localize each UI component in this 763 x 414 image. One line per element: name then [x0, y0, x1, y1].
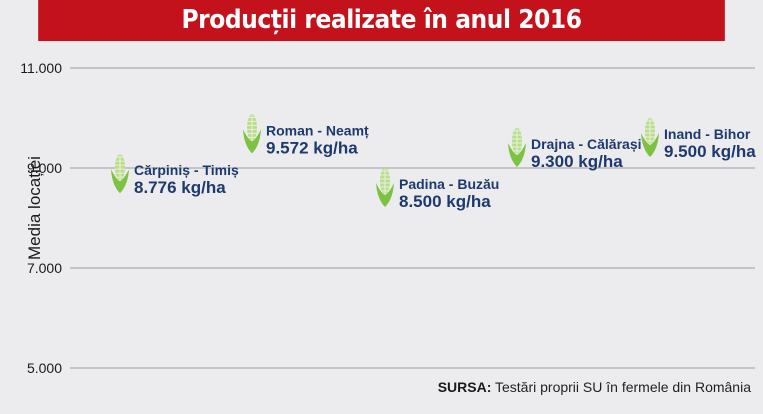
point-value-label: 9.500 kg/ha [664, 142, 756, 161]
point-location: Cărpiniș - Timiș [134, 162, 239, 178]
point-value-label: 9.300 kg/ha [531, 152, 623, 171]
corn-icon [243, 114, 261, 154]
corn-icon [508, 128, 526, 167]
source-note: SURSA: Testări proprii SU în fermele din… [438, 379, 751, 395]
corn-icon [641, 118, 659, 157]
y-tick-label: 9.000 [27, 160, 62, 176]
source-prefix: SURSA: [437, 379, 492, 395]
point-location: Drajna - Călărași [531, 136, 642, 152]
point-location: Inand - Bihor [664, 126, 751, 142]
point-value-label: 8.776 kg/ha [134, 178, 226, 197]
y-tick-label: 7.000 [27, 260, 62, 276]
corn-icon [376, 168, 394, 207]
y-tick-label: 11.000 [20, 60, 62, 76]
source-text: Testări proprii SU în fermele din Români… [495, 379, 751, 395]
point-location: Padina - Buzău [399, 176, 499, 192]
y-tick-label: 5.000 [27, 360, 62, 376]
chart-title: Producții realizate în anul 2016 [38, 0, 725, 41]
point-value-label: 9.572 kg/ha [266, 138, 358, 157]
point-location: Roman - Neamț [266, 122, 369, 138]
corn-icon [111, 154, 129, 194]
y-axis-label: Media locației [25, 156, 44, 260]
point-value-label: 8.500 kg/ha [399, 192, 491, 211]
